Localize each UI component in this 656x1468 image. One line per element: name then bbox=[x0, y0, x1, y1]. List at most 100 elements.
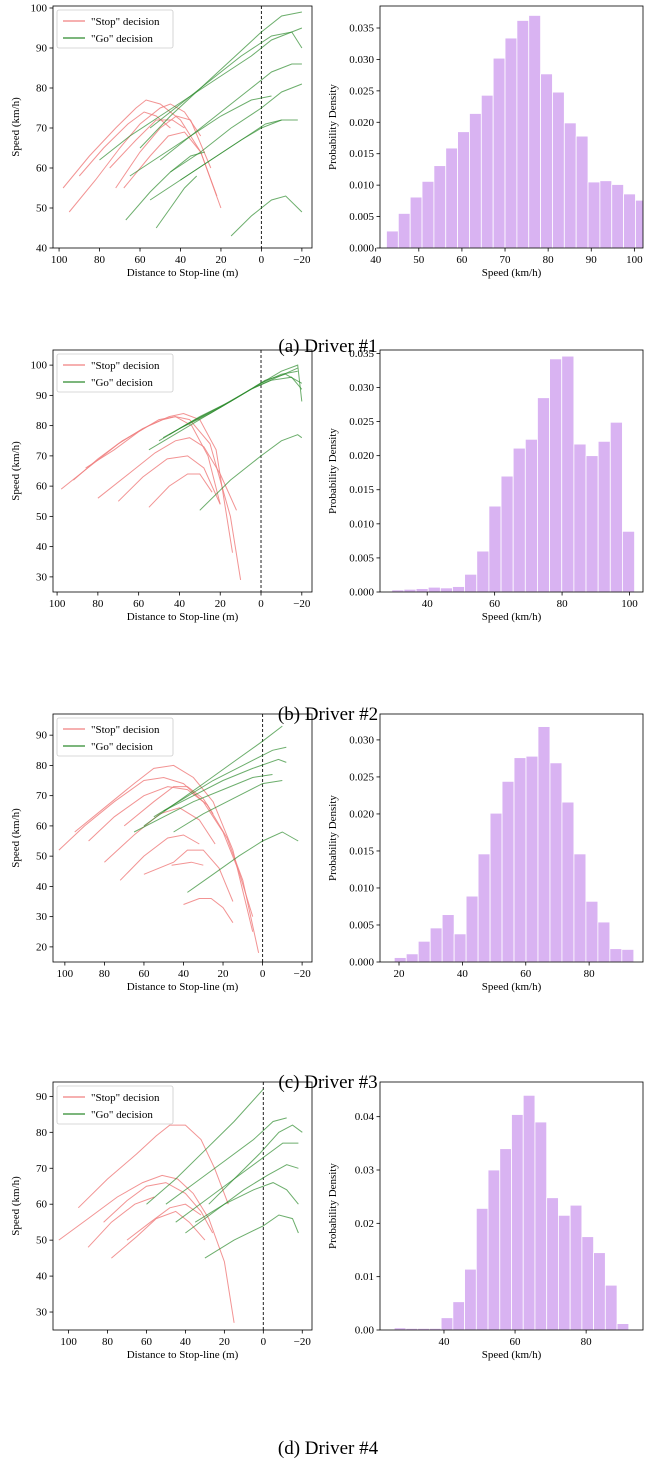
histogram-bar bbox=[611, 184, 624, 248]
stop-trajectory bbox=[74, 764, 254, 932]
histogram-bar bbox=[599, 180, 613, 248]
legend-label: "Stop" decision bbox=[91, 1092, 160, 1104]
y-tick-label: 80 bbox=[36, 83, 48, 95]
histogram-bar bbox=[453, 933, 467, 962]
y-tick-label: 40 bbox=[36, 881, 48, 893]
chart-3: 40 60 80 100 0.000 0.005 0.010 0.015 0.020 0.025 0… bbox=[327, 348, 644, 623]
histogram-bar bbox=[537, 397, 551, 592]
histogram-bar bbox=[585, 455, 599, 592]
x-tick-label: 20 bbox=[215, 598, 227, 610]
histogram-bar bbox=[500, 475, 514, 592]
stop-trajectory bbox=[143, 849, 234, 902]
histogram-bar bbox=[573, 443, 587, 592]
y-tick-label: 40 bbox=[36, 1271, 48, 1283]
go-trajectory bbox=[159, 63, 302, 161]
stop-trajectory bbox=[77, 1124, 229, 1209]
x-tick-label: 60 bbox=[141, 1336, 153, 1348]
go-trajectory bbox=[146, 1088, 264, 1205]
y-tick-label: 90 bbox=[36, 390, 48, 402]
go-trajectory bbox=[155, 175, 198, 229]
x-tick-label: 60 bbox=[138, 968, 150, 980]
x-tick-label: 100 bbox=[626, 254, 643, 266]
y-tick-label: 50 bbox=[36, 511, 48, 523]
x-tick-label: 70 bbox=[500, 254, 512, 266]
histogram-bar bbox=[427, 586, 441, 592]
x-tick-label: 40 bbox=[438, 1336, 450, 1348]
stop-trajectory bbox=[123, 131, 218, 197]
x-tick-label: 60 bbox=[520, 968, 532, 980]
histogram-bar bbox=[465, 895, 479, 962]
x-tick-label: −20 bbox=[294, 968, 312, 980]
axes-frame bbox=[379, 1081, 644, 1331]
chart-7: 40 60 80 0.00 0.01 0.02 0.03 0.04 Speed (km/h) Pr… bbox=[327, 1081, 644, 1361]
stop-trajectory bbox=[148, 473, 213, 508]
x-tick-label: 80 bbox=[92, 598, 104, 610]
chart-1: 40 50 60 70 80 90 100 0.000 0.005 0.010 0.015 0.020… bbox=[327, 5, 644, 279]
histogram-bar bbox=[537, 726, 551, 962]
y-tick-label: 0.030 bbox=[349, 54, 374, 66]
caption-b: (b) Driver #2 bbox=[277, 704, 379, 725]
y-tick-label: 0.01 bbox=[355, 1271, 374, 1283]
x-tick-label: 80 bbox=[102, 1336, 114, 1348]
histogram-bar bbox=[499, 1148, 512, 1330]
go-trajectory bbox=[149, 119, 298, 201]
x-tick-label: 100 bbox=[51, 254, 68, 266]
histogram-bar bbox=[616, 1323, 630, 1330]
x-tick-label: 100 bbox=[49, 598, 66, 610]
stop-trajectory bbox=[58, 1174, 235, 1323]
stop-trajectory bbox=[183, 898, 234, 923]
go-trajectory bbox=[194, 1182, 299, 1223]
histogram-bar bbox=[440, 1317, 454, 1330]
y-tick-label: 0.00 bbox=[355, 1325, 375, 1337]
histogram-bar bbox=[563, 122, 577, 248]
x-axis-label: Speed (km/h) bbox=[482, 611, 542, 623]
plot-area bbox=[58, 1082, 303, 1330]
y-tick-label: 70 bbox=[36, 1163, 48, 1175]
x-tick-label: 80 bbox=[581, 1336, 593, 1348]
x-tick-label: 20 bbox=[394, 968, 406, 980]
histogram-bar bbox=[516, 20, 530, 248]
legend-label: "Stop" decision bbox=[91, 16, 160, 28]
stop-trajectory bbox=[119, 834, 200, 881]
go-trajectory bbox=[153, 746, 287, 818]
y-tick-label: 60 bbox=[36, 163, 48, 175]
x-tick-label: 80 bbox=[543, 254, 555, 266]
plot-area bbox=[386, 15, 643, 248]
plot-area bbox=[393, 1094, 630, 1330]
y-tick-label: 40 bbox=[36, 243, 48, 255]
axes-frame bbox=[379, 713, 644, 963]
caption-c: (c) Driver #3 bbox=[278, 1072, 378, 1093]
histogram-bar bbox=[477, 853, 491, 962]
legend-label: "Stop" decision bbox=[91, 724, 160, 736]
go-trajectory bbox=[165, 1117, 287, 1205]
x-tick-label: 0 bbox=[261, 1336, 267, 1348]
y-tick-label: 40 bbox=[36, 541, 48, 553]
histogram-bar bbox=[415, 588, 429, 592]
axes-frame bbox=[52, 713, 313, 963]
x-tick-label: 0 bbox=[260, 968, 266, 980]
x-tick-label: −20 bbox=[293, 254, 311, 266]
histogram-bar bbox=[561, 355, 575, 592]
axes-frame bbox=[52, 5, 313, 249]
y-tick-label: 80 bbox=[36, 760, 48, 772]
histogram-bar bbox=[597, 921, 611, 962]
x-tick-label: 100 bbox=[621, 598, 638, 610]
y-tick-label: 80 bbox=[36, 420, 48, 432]
x-axis-label: Distance to Stop-line (m) bbox=[127, 1349, 239, 1361]
x-tick-label: 0 bbox=[259, 254, 265, 266]
histogram-bar bbox=[489, 812, 503, 962]
x-tick-label: −20 bbox=[294, 1336, 312, 1348]
stop-trajectory bbox=[103, 1182, 214, 1234]
legend-box bbox=[56, 1085, 174, 1125]
go-trajectory bbox=[173, 780, 283, 833]
y-tick-label: 0.000 bbox=[349, 243, 374, 255]
chart-2: "Stop" decision "Go" decision 100 80 60 40 20 0… bbox=[10, 349, 313, 623]
go-trajectory bbox=[99, 27, 303, 161]
histogram-bar bbox=[522, 1094, 536, 1330]
histogram-bar bbox=[549, 358, 563, 592]
histogram-bar bbox=[397, 213, 411, 248]
x-tick-label: 60 bbox=[133, 598, 145, 610]
y-axis-label: Probability Density bbox=[327, 428, 339, 514]
legend-label: "Go" decision bbox=[91, 741, 153, 753]
y-tick-label: 100 bbox=[31, 3, 48, 15]
